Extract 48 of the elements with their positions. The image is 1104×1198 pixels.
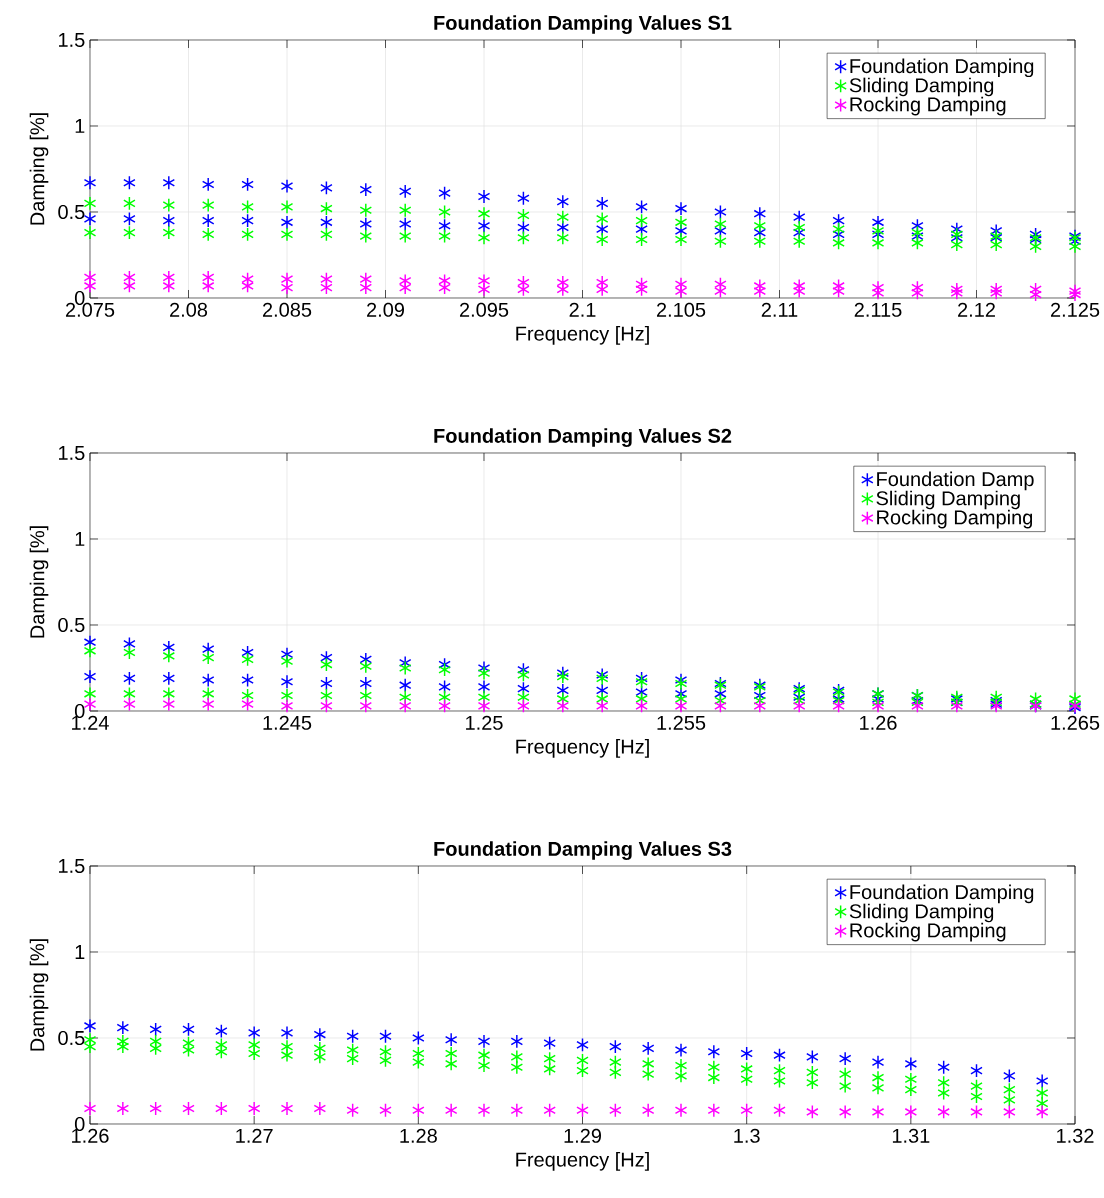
legend-label: Rocking Damping xyxy=(850,96,1006,116)
legend-label: Sliding Damping xyxy=(876,490,1020,510)
x-tick-label: 2.115 xyxy=(854,302,902,317)
x-tick-label: 2.08 xyxy=(169,302,207,317)
legend-label: Rocking Damping xyxy=(850,922,1006,942)
x-tick-label: 2.11 xyxy=(761,302,798,317)
x-tick-label: 1.245 xyxy=(263,715,311,730)
chart-title: Foundation Damping Values S2 xyxy=(434,428,731,447)
x-axis-title: Frequency [Hz] xyxy=(516,739,649,758)
legend-label: Foundation Damping xyxy=(850,58,1033,78)
x-axis-title: Frequency [Hz] xyxy=(516,1152,649,1171)
y-tick-label: 1.5 xyxy=(58,446,85,460)
x-tick-label: 1.255 xyxy=(657,715,705,730)
y-tick-label: 1 xyxy=(75,532,85,546)
chart-title: Foundation Damping Values S1 xyxy=(434,15,732,34)
legend-label: Foundation Damping xyxy=(850,884,1033,904)
x-tick-label: 2.095 xyxy=(459,302,508,317)
y-axis-title: Damping [%] xyxy=(29,526,49,638)
y-tick-label: 0.5 xyxy=(58,204,85,220)
x-tick-label: 1.27 xyxy=(236,1128,273,1143)
y-tick-label: 1 xyxy=(75,119,85,133)
y-tick-label: 0.5 xyxy=(58,1030,85,1046)
x-tick-label: 1.3 xyxy=(734,1128,760,1143)
legend-label: Sliding Damping xyxy=(849,77,993,97)
x-tick-label: 1.25 xyxy=(465,715,503,730)
legend-label: Sliding Damping xyxy=(849,903,993,923)
y-tick-label: 1.5 xyxy=(58,859,85,873)
x-tick-label: 1.29 xyxy=(564,1128,601,1143)
y-axis-title: Damping [%] xyxy=(29,939,49,1051)
y-tick-label: 1 xyxy=(75,945,85,959)
x-tick-label: 1.265 xyxy=(1051,715,1099,730)
y-tick-label: 1.5 xyxy=(58,33,85,47)
x-tick-label: 2.085 xyxy=(262,302,311,317)
x-axis-title: Frequency [Hz] xyxy=(516,326,649,345)
x-tick-label: 1.32 xyxy=(1056,1128,1094,1143)
x-tick-label: 2.09 xyxy=(366,302,404,317)
legend-label: Rocking Damping xyxy=(876,509,1032,529)
x-tick-label: 2.125 xyxy=(1050,302,1099,317)
x-tick-label: 2.12 xyxy=(957,302,995,317)
y-tick-label: 0.5 xyxy=(58,617,85,633)
x-tick-label: 1.31 xyxy=(892,1128,930,1143)
x-tick-label: 1.28 xyxy=(400,1128,437,1143)
x-tick-label: 2.1 xyxy=(569,302,596,317)
y-axis-title: Damping [%] xyxy=(29,113,49,225)
chart-title: Foundation Damping Values S3 xyxy=(434,841,732,860)
x-tick-label: 1.26 xyxy=(859,715,897,730)
x-tick-label: 2.105 xyxy=(656,302,705,317)
legend-label: Foundation Damp xyxy=(876,471,1034,491)
